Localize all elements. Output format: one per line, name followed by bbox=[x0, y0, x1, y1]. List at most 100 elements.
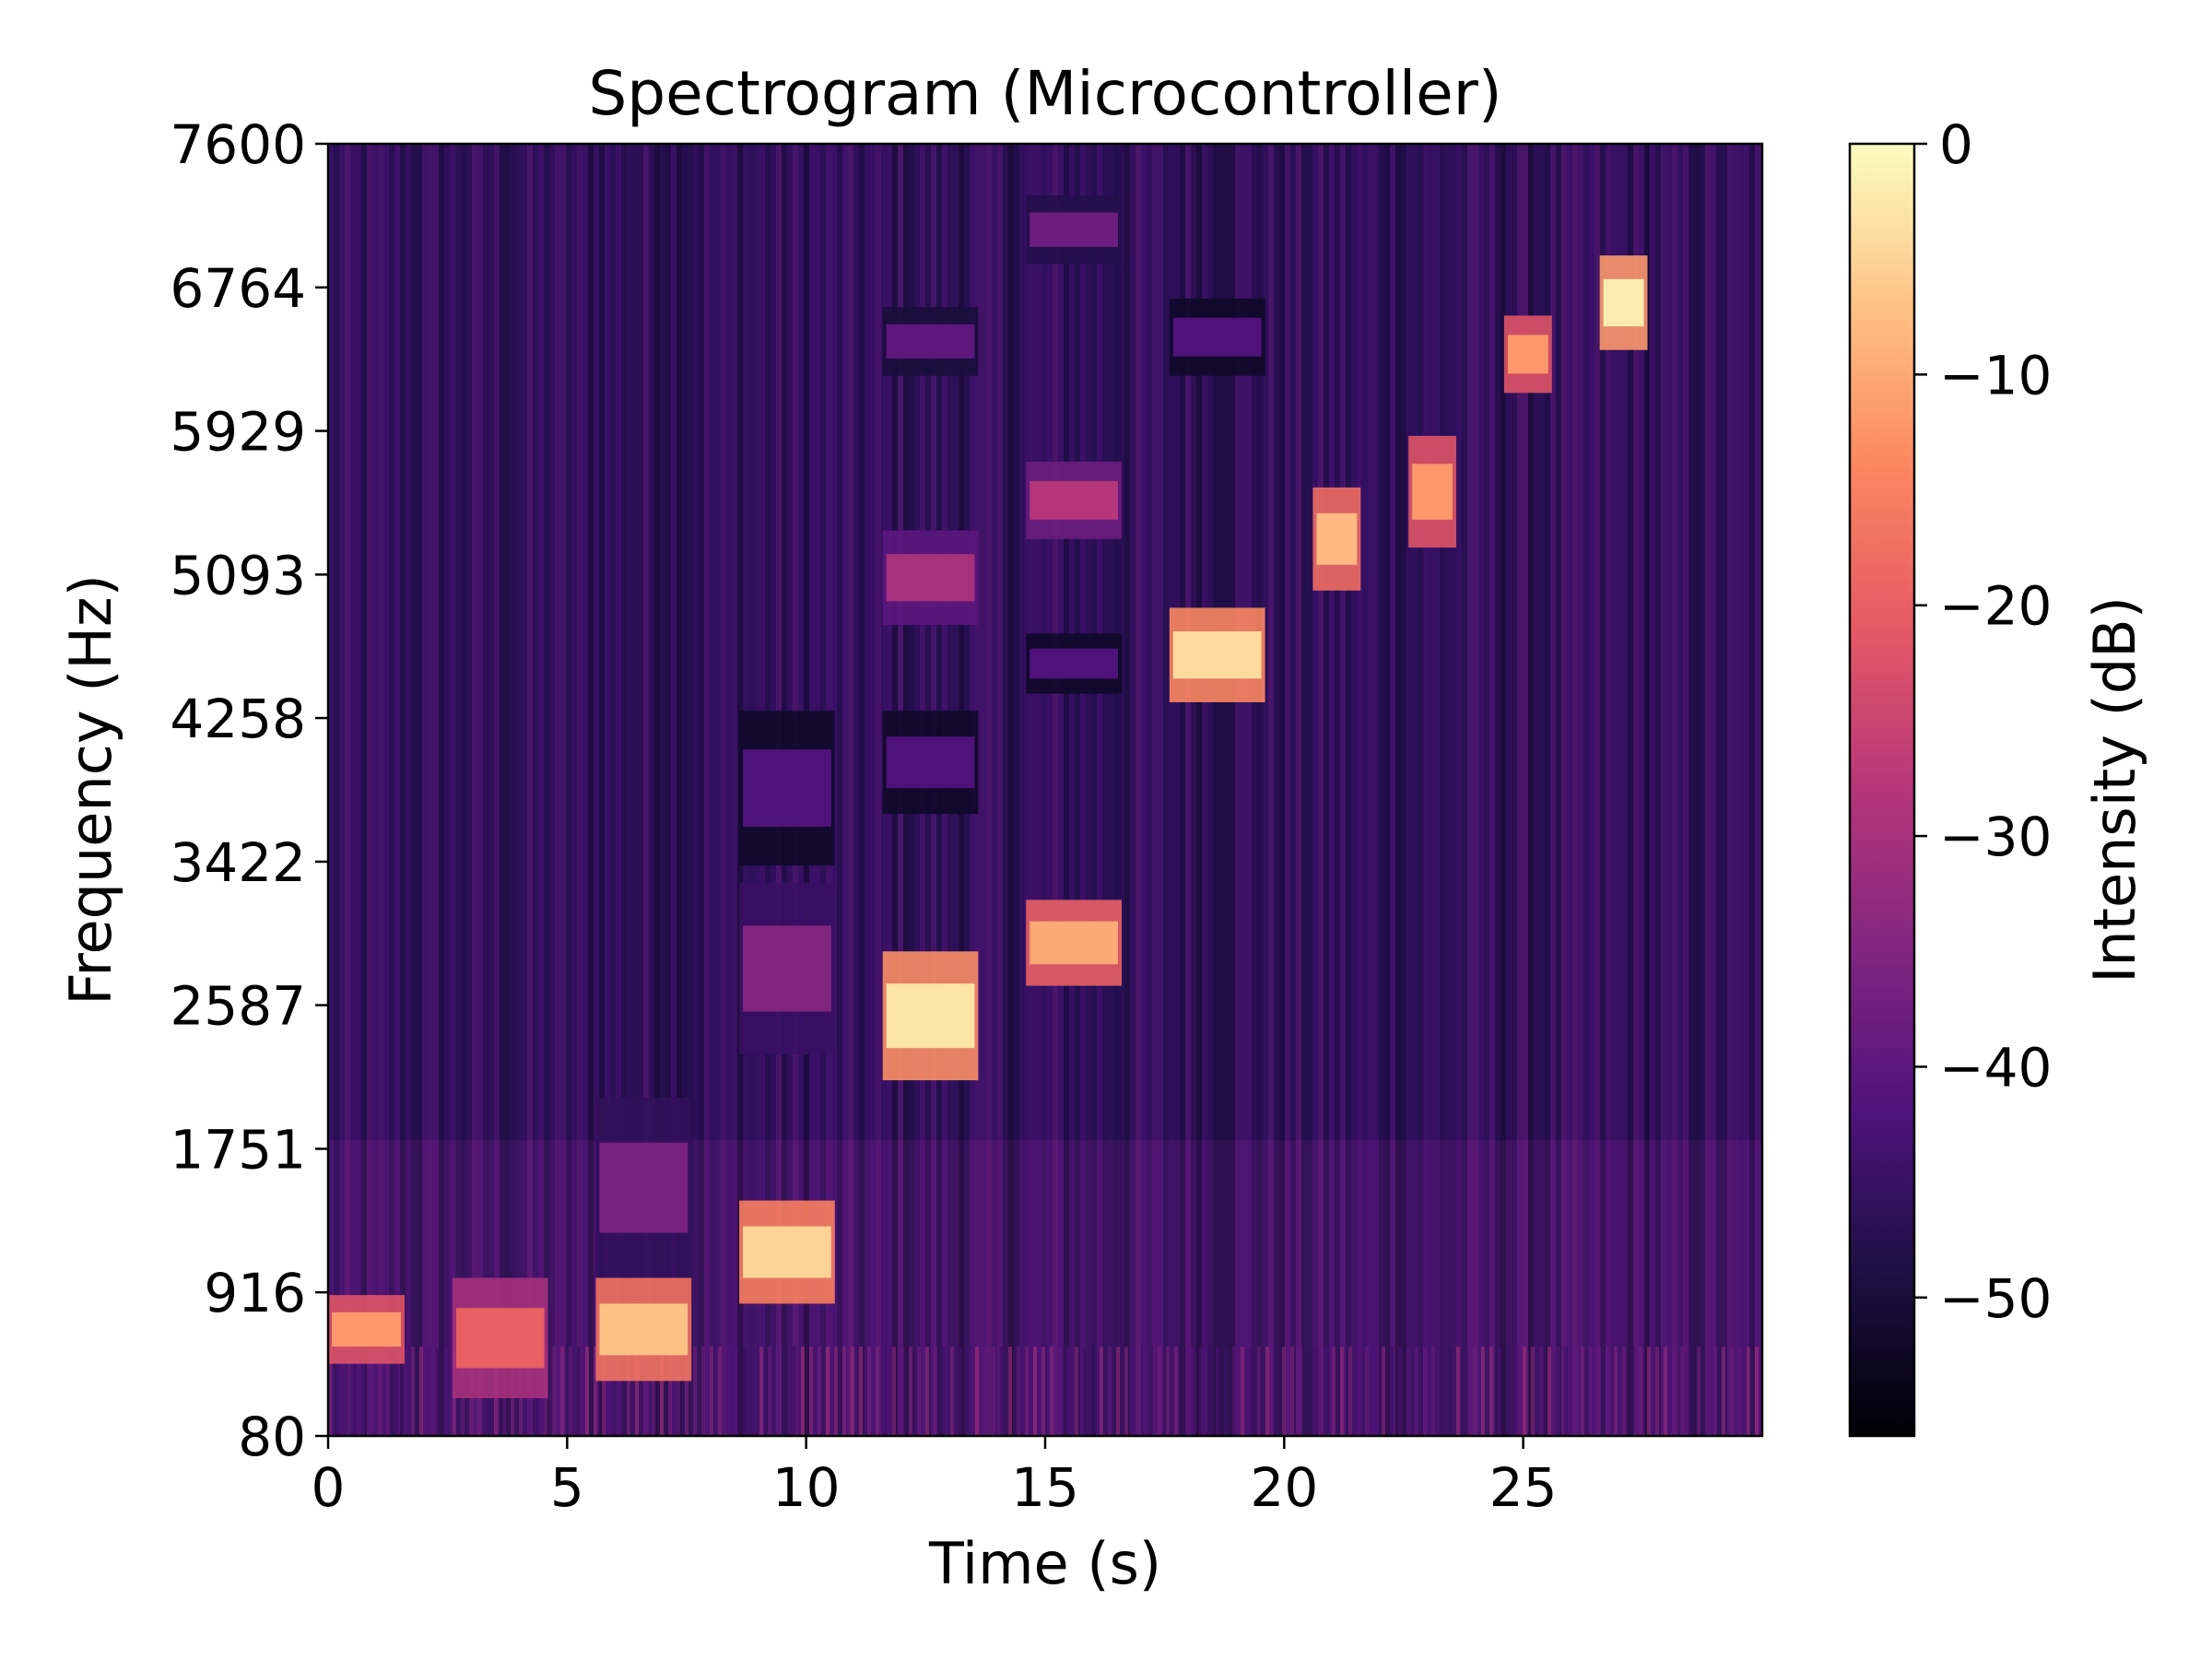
noise-column bbox=[1451, 144, 1456, 1436]
noise-column bbox=[649, 144, 654, 1436]
noise-floor-column bbox=[1058, 1347, 1062, 1436]
y-tick-label: 5093 bbox=[170, 544, 306, 606]
noise-floor-column bbox=[1705, 1347, 1709, 1436]
tone-band-core bbox=[886, 983, 975, 1049]
noise-floor-column bbox=[685, 1347, 688, 1436]
y-tick-label: 5929 bbox=[170, 401, 306, 464]
noise-column bbox=[726, 144, 732, 1436]
noise-floor-column bbox=[560, 1347, 564, 1436]
noise-column bbox=[1312, 144, 1318, 1436]
noise-column bbox=[848, 144, 853, 1436]
noise-column bbox=[1644, 144, 1650, 1436]
noise-column bbox=[1434, 144, 1440, 1436]
noise-column bbox=[1069, 144, 1075, 1436]
noise-column bbox=[1694, 144, 1700, 1436]
noise-floor-column bbox=[1224, 1347, 1228, 1436]
noise-floor-column bbox=[1357, 1347, 1360, 1436]
noise-column bbox=[1738, 144, 1744, 1436]
noise-floor-column bbox=[1431, 1347, 1435, 1436]
noise-floor-column bbox=[900, 1347, 904, 1436]
noise-floor-column bbox=[1100, 1347, 1103, 1436]
noise-floor-column bbox=[627, 1347, 630, 1436]
tone-band-core bbox=[743, 1226, 831, 1278]
tone-band-core bbox=[743, 925, 831, 1012]
noise-column bbox=[1606, 144, 1611, 1436]
noise-floor-column bbox=[1091, 1347, 1095, 1436]
noise-column bbox=[1617, 144, 1622, 1436]
noise-column bbox=[1191, 144, 1196, 1436]
noise-column bbox=[842, 144, 848, 1436]
noise-floor-column bbox=[386, 1347, 390, 1436]
noise-floor-column bbox=[361, 1347, 365, 1436]
noise-column bbox=[1014, 144, 1019, 1436]
noise-floor-column bbox=[1423, 1347, 1427, 1436]
noise-floor-column bbox=[1713, 1347, 1717, 1436]
noise-column bbox=[439, 144, 444, 1436]
noise-floor-column bbox=[1688, 1347, 1692, 1436]
noise-floor-column bbox=[345, 1347, 348, 1436]
noise-floor-column bbox=[1241, 1347, 1244, 1436]
noise-floor-column bbox=[1465, 1347, 1468, 1436]
noise-floor-column bbox=[1033, 1347, 1037, 1436]
noise-column bbox=[1567, 144, 1572, 1436]
noise-column bbox=[1390, 144, 1395, 1436]
noise-floor-column bbox=[1332, 1347, 1335, 1436]
noise-column bbox=[466, 144, 472, 1436]
noise-floor-column bbox=[793, 1347, 796, 1436]
noise-column bbox=[1307, 144, 1312, 1436]
noise-column bbox=[1473, 144, 1478, 1436]
noise-floor-column bbox=[818, 1347, 821, 1436]
noise-column bbox=[1230, 144, 1235, 1436]
noise-floor-column bbox=[1456, 1347, 1460, 1436]
noise-floor-column bbox=[1531, 1347, 1535, 1436]
noise-column bbox=[1196, 144, 1202, 1436]
chart-title: Spectrogram (Microcontroller) bbox=[588, 58, 1501, 129]
noise-column bbox=[488, 144, 494, 1436]
noise-column bbox=[1368, 144, 1373, 1436]
noise-floor-column bbox=[759, 1347, 763, 1436]
tone-band-core bbox=[1030, 212, 1118, 247]
tone-band-core bbox=[599, 1303, 688, 1356]
noise-column bbox=[1744, 144, 1749, 1436]
noise-floor-column bbox=[1481, 1347, 1485, 1436]
tone-layer bbox=[328, 194, 1648, 1398]
noise-column bbox=[1727, 144, 1733, 1436]
noise-column bbox=[1025, 144, 1030, 1436]
noise-column bbox=[555, 144, 560, 1436]
noise-column bbox=[1545, 144, 1550, 1436]
noise-column bbox=[1622, 144, 1628, 1436]
noise-floor-column bbox=[1182, 1347, 1186, 1436]
noise-floor-column bbox=[1440, 1347, 1443, 1436]
noise-column bbox=[345, 144, 350, 1436]
noise-column bbox=[444, 144, 450, 1436]
noise-column bbox=[339, 144, 345, 1436]
x-tick-label: 20 bbox=[1250, 1456, 1318, 1519]
noise-floor-column bbox=[1747, 1347, 1750, 1436]
noise-floor-column bbox=[1664, 1347, 1667, 1436]
noise-floor-column bbox=[768, 1347, 771, 1436]
noise-column bbox=[1655, 144, 1661, 1436]
tone-band-core bbox=[455, 1308, 545, 1369]
noise-column bbox=[1561, 144, 1567, 1436]
noise-floor-column bbox=[992, 1347, 995, 1436]
noise-column bbox=[688, 144, 693, 1436]
noise-floor-column bbox=[959, 1347, 962, 1436]
noise-floor-column bbox=[677, 1347, 680, 1436]
noise-column bbox=[621, 144, 627, 1436]
noise-column bbox=[1080, 144, 1086, 1436]
noise-column bbox=[516, 144, 522, 1436]
noise-floor-column bbox=[618, 1347, 622, 1436]
noise-column bbox=[461, 144, 466, 1436]
noise-floor-column bbox=[411, 1347, 415, 1436]
noise-column bbox=[677, 144, 682, 1436]
noise-floor-column bbox=[1448, 1347, 1452, 1436]
noise-column bbox=[417, 144, 422, 1436]
y-tick-label: 1751 bbox=[170, 1118, 306, 1181]
y-tick-label: 7600 bbox=[170, 113, 306, 176]
noise-floor-column bbox=[1738, 1347, 1742, 1436]
noise-floor-column bbox=[1606, 1347, 1609, 1436]
noise-column bbox=[1395, 144, 1401, 1436]
noise-column bbox=[1224, 144, 1230, 1436]
noise-column bbox=[1036, 144, 1041, 1436]
noise-floor-column bbox=[594, 1347, 597, 1436]
